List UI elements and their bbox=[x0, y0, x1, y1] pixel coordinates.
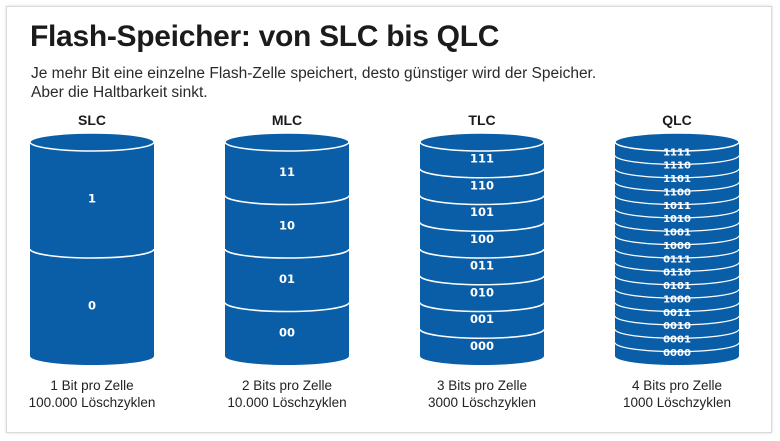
column-header-mlc: MLC bbox=[271, 112, 303, 128]
cell-divider bbox=[614, 302, 740, 313]
cell-divider bbox=[614, 208, 740, 219]
cylinder-graphic: 11 10 01 00 bbox=[224, 132, 350, 365]
cell-divider bbox=[224, 248, 350, 259]
cell-state-label: 0000 bbox=[663, 348, 691, 359]
cell-state-label: 11 bbox=[279, 165, 295, 179]
column-header-qlc: QLC bbox=[662, 112, 692, 128]
caption-cycles: 10.000 Löschzyklen bbox=[227, 395, 347, 410]
cell-divider bbox=[419, 248, 545, 259]
cylinder-graphic: 1111 1110 1101 1100 1011 1010 1001 1000 0111 0110… bbox=[614, 132, 740, 365]
column-header-slc: SLC bbox=[78, 112, 106, 128]
cell-state-label: 0111 bbox=[663, 254, 691, 265]
cylinder-tlc: 111 110 101 100 011 010 001 000 bbox=[402, 130, 562, 370]
cell-state-label: 001 bbox=[470, 312, 494, 326]
cylinder-mlc: 11 10 01 00 bbox=[207, 130, 367, 370]
cylinder-graphic: 10 bbox=[29, 132, 155, 365]
figure-frame bbox=[6, 6, 772, 433]
cylinder-graphic: 111 110 101 100 011 010 001 000 bbox=[419, 132, 545, 365]
cell-divider bbox=[614, 275, 740, 286]
caption-bits: 4 Bits pro Zelle bbox=[631, 378, 723, 393]
cell-state-label: 1001 bbox=[663, 228, 691, 239]
cell-divider bbox=[614, 315, 740, 326]
caption-bits: 3 Bits pro Zelle bbox=[436, 378, 528, 393]
cell-state-label: 1101 bbox=[663, 174, 691, 185]
cell-divider bbox=[29, 248, 155, 259]
cell-state-label: 0 bbox=[88, 299, 96, 313]
cell-divider bbox=[224, 195, 350, 206]
caption-qlc: 4 Bits pro Zelle 1000 Löschzyklen bbox=[582, 377, 772, 411]
cell-state-label: 0011 bbox=[663, 308, 691, 319]
cell-state-label: 010 bbox=[470, 285, 494, 299]
caption-tlc: 3 Bits pro Zelle 3000 Löschzyklen bbox=[387, 377, 577, 411]
cell-state-label: 000 bbox=[470, 339, 494, 353]
cell-state-label: 10 bbox=[279, 218, 295, 232]
cell-divider bbox=[614, 288, 740, 299]
cell-state-label: 1100 bbox=[663, 187, 691, 198]
cell-divider bbox=[614, 235, 740, 246]
cell-divider bbox=[614, 329, 740, 339]
cell-divider bbox=[614, 155, 740, 165]
cell-state-label: 00 bbox=[279, 325, 295, 339]
cell-state-label: 111 bbox=[470, 152, 494, 166]
cell-state-label: 0010 bbox=[663, 321, 691, 332]
cell-divider bbox=[419, 302, 545, 313]
cell-state-label: 1111 bbox=[663, 147, 691, 158]
cell-divider bbox=[224, 302, 350, 313]
caption-cycles: 1000 Löschzyklen bbox=[622, 395, 732, 410]
cell-divider bbox=[419, 195, 545, 206]
cell-divider bbox=[614, 181, 740, 192]
cell-divider bbox=[419, 221, 545, 233]
cell-state-label: 1010 bbox=[663, 214, 691, 225]
cell-divider bbox=[614, 248, 740, 259]
figure-subtitle: Je mehr Bit eine einzelne Flash-Zelle sp… bbox=[31, 65, 597, 101]
caption-bits: 2 Bits pro Zelle bbox=[241, 378, 333, 393]
caption-bits: 1 Bit pro Zelle bbox=[50, 378, 134, 393]
cell-divider bbox=[614, 262, 740, 272]
cell-divider bbox=[419, 275, 545, 286]
column-header-tlc: TLC bbox=[468, 112, 496, 128]
cell-divider bbox=[419, 168, 545, 179]
cell-state-label: 101 bbox=[470, 205, 494, 219]
cell-state-label: 0101 bbox=[663, 281, 691, 292]
cell-divider bbox=[614, 195, 740, 206]
caption-mlc: 2 Bits pro Zelle 10.000 Löschzyklen bbox=[192, 377, 382, 411]
cell-state-label: 100 bbox=[470, 232, 494, 246]
cell-state-label: 1011 bbox=[663, 201, 691, 212]
cell-state-label: 011 bbox=[470, 259, 494, 273]
cell-state-label: 1 bbox=[88, 192, 96, 206]
caption-cycles: 3000 Löschzyklen bbox=[427, 395, 537, 410]
cylinder-qlc: 1111 1110 1101 1100 1011 1010 1001 1000 0111 0110… bbox=[597, 130, 757, 370]
cell-state-label: 110 bbox=[470, 178, 494, 192]
cell-state-label: 01 bbox=[279, 272, 295, 286]
cell-state-label: 0110 bbox=[663, 268, 691, 279]
figure-title: Flash-Speicher: von SLC bis QLC bbox=[30, 20, 500, 53]
cell-divider bbox=[614, 168, 740, 179]
cell-state-label: 1110 bbox=[663, 161, 691, 172]
caption-slc: 1 Bit pro Zelle 100.000 Löschzyklen bbox=[0, 377, 187, 411]
caption-cycles: 100.000 Löschzyklen bbox=[28, 395, 156, 410]
cell-state-label: 1000 bbox=[663, 241, 691, 252]
cell-divider bbox=[419, 328, 545, 340]
cell-state-label: 1000 bbox=[663, 294, 691, 305]
cell-divider bbox=[614, 342, 740, 353]
cell-state-label: 0001 bbox=[663, 335, 691, 346]
cell-divider bbox=[614, 222, 740, 232]
